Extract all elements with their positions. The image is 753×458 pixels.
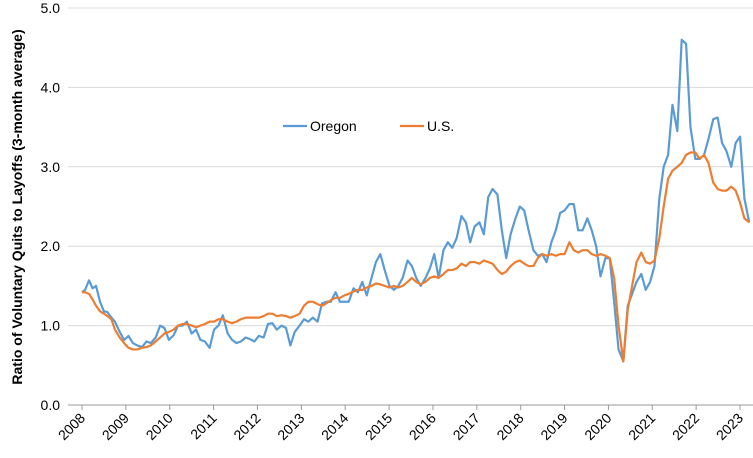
x-tick-label: 2021 <box>625 410 658 443</box>
legend-label: Oregon <box>310 118 357 134</box>
y-tick-label: 3.0 <box>41 159 61 175</box>
x-tick-label: 2015 <box>362 410 395 443</box>
x-tick-label: 2023 <box>713 410 746 443</box>
y-tick-label: 0.0 <box>41 397 61 413</box>
x-tick-label: 2018 <box>493 410 526 443</box>
y-tick-label: 2.0 <box>41 238 61 254</box>
y-tick-label: 4.0 <box>41 79 61 95</box>
x-tick-label: 2016 <box>406 410 439 443</box>
data-line <box>81 38 751 363</box>
y-tick-label: 1.0 <box>41 318 61 334</box>
x-tick-label: 2011 <box>187 410 220 443</box>
x-tick-label: 2019 <box>537 410 570 443</box>
y-axis-label: Ratio of Voluntary Quits to Layoffs (3-m… <box>9 29 25 384</box>
x-tick-label: 2022 <box>669 410 702 443</box>
x-tick-label: 2012 <box>230 410 263 443</box>
data-line <box>82 151 750 363</box>
x-tick-label: 2017 <box>450 410 483 443</box>
x-tick-label: 2020 <box>581 410 614 443</box>
y-tick-label: 5.0 <box>41 0 61 16</box>
x-tick-label: 2009 <box>99 410 132 443</box>
legend-label: U.S. <box>427 118 454 134</box>
x-tick-label: 2010 <box>143 410 176 443</box>
x-tick-label: 2014 <box>318 410 351 443</box>
x-tick-label: 2013 <box>274 410 307 443</box>
x-tick-label: 2008 <box>55 410 88 443</box>
